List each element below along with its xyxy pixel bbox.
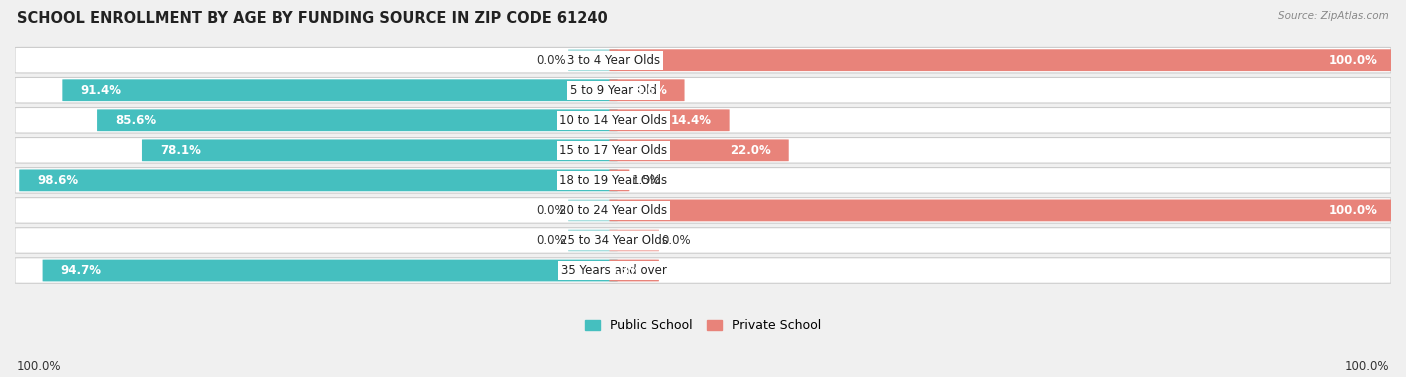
Text: 5.3%: 5.3% [609, 264, 641, 277]
FancyBboxPatch shape [609, 79, 685, 101]
Text: 35 Years and over: 35 Years and over [561, 264, 666, 277]
FancyBboxPatch shape [15, 48, 1391, 73]
FancyBboxPatch shape [15, 168, 1391, 193]
Text: 100.0%: 100.0% [1344, 360, 1389, 373]
Text: 98.6%: 98.6% [37, 174, 79, 187]
Text: 3 to 4 Year Olds: 3 to 4 Year Olds [567, 54, 661, 67]
Text: 25 to 34 Year Olds: 25 to 34 Year Olds [560, 234, 668, 247]
FancyBboxPatch shape [15, 258, 1391, 283]
Text: 18 to 19 Year Olds: 18 to 19 Year Olds [560, 174, 668, 187]
Text: 1.5%: 1.5% [633, 174, 662, 187]
FancyBboxPatch shape [609, 230, 659, 251]
Text: 20 to 24 Year Olds: 20 to 24 Year Olds [560, 204, 668, 217]
Text: 0.0%: 0.0% [536, 54, 565, 67]
Text: Source: ZipAtlas.com: Source: ZipAtlas.com [1278, 11, 1389, 21]
FancyBboxPatch shape [609, 109, 730, 131]
FancyBboxPatch shape [15, 107, 1391, 133]
FancyBboxPatch shape [568, 49, 617, 71]
FancyBboxPatch shape [62, 79, 617, 101]
Text: 91.4%: 91.4% [80, 84, 121, 97]
Text: 15 to 17 Year Olds: 15 to 17 Year Olds [560, 144, 668, 157]
Text: 100.0%: 100.0% [1329, 204, 1378, 217]
Text: 5 to 9 Year Old: 5 to 9 Year Old [569, 84, 657, 97]
FancyBboxPatch shape [609, 49, 1395, 71]
Text: 14.4%: 14.4% [671, 114, 711, 127]
Legend: Public School, Private School: Public School, Private School [585, 319, 821, 332]
Text: 8.6%: 8.6% [634, 84, 666, 97]
Text: 10 to 14 Year Olds: 10 to 14 Year Olds [560, 114, 668, 127]
FancyBboxPatch shape [142, 139, 617, 161]
FancyBboxPatch shape [20, 170, 617, 191]
Text: 94.7%: 94.7% [60, 264, 101, 277]
Text: 85.6%: 85.6% [115, 114, 156, 127]
Text: 0.0%: 0.0% [536, 204, 565, 217]
FancyBboxPatch shape [15, 198, 1391, 223]
FancyBboxPatch shape [568, 230, 617, 251]
Text: 22.0%: 22.0% [730, 144, 770, 157]
Text: 100.0%: 100.0% [1329, 54, 1378, 67]
FancyBboxPatch shape [609, 199, 1395, 221]
Text: SCHOOL ENROLLMENT BY AGE BY FUNDING SOURCE IN ZIP CODE 61240: SCHOOL ENROLLMENT BY AGE BY FUNDING SOUR… [17, 11, 607, 26]
Text: 0.0%: 0.0% [662, 234, 692, 247]
FancyBboxPatch shape [609, 260, 659, 281]
FancyBboxPatch shape [15, 228, 1391, 253]
Text: 78.1%: 78.1% [160, 144, 201, 157]
Text: 0.0%: 0.0% [536, 234, 565, 247]
FancyBboxPatch shape [97, 109, 617, 131]
FancyBboxPatch shape [609, 170, 630, 191]
FancyBboxPatch shape [609, 139, 789, 161]
Text: 100.0%: 100.0% [17, 360, 62, 373]
FancyBboxPatch shape [15, 138, 1391, 163]
FancyBboxPatch shape [15, 77, 1391, 103]
FancyBboxPatch shape [568, 199, 617, 221]
FancyBboxPatch shape [42, 260, 617, 281]
